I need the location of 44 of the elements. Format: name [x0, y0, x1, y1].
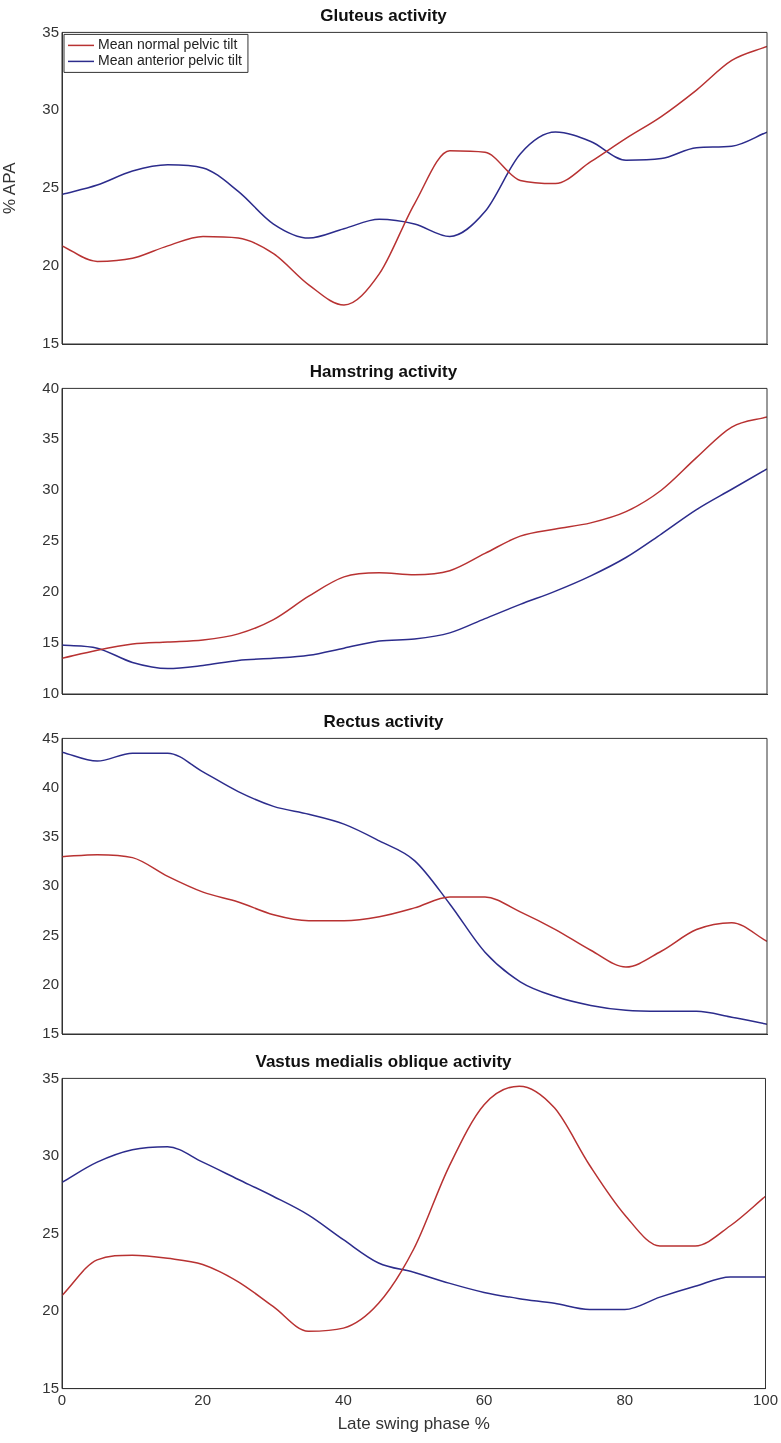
- y-tick-label: 15: [42, 1378, 59, 1396]
- legend-label: Mean anterior pelvic tilt: [98, 52, 243, 69]
- y-tick-label: 35: [42, 22, 59, 40]
- x-axis-title: Late swing phase %: [337, 1414, 490, 1434]
- y-tick-label: 30: [42, 876, 59, 894]
- y-tick-label: 30: [42, 100, 59, 118]
- y-tick-label: 35: [42, 827, 59, 845]
- chart-title: Rectus activity: [323, 711, 445, 731]
- y-tick-label: 30: [42, 480, 59, 498]
- chart-title: Gluteus activity: [320, 5, 448, 25]
- y-tick-label: 20: [42, 974, 59, 992]
- line-series: [62, 468, 767, 670]
- y-tick-label: 10: [42, 684, 59, 702]
- y-tick-label: 20: [42, 1301, 59, 1319]
- line-series: [62, 416, 767, 660]
- y-tick-label: 15: [42, 334, 59, 352]
- x-tick-label: 20: [194, 1390, 212, 1408]
- y-tick-label: 15: [42, 1024, 59, 1042]
- line-series: [62, 1145, 766, 1311]
- line-series: [62, 1085, 766, 1332]
- y-tick-label: 25: [42, 925, 59, 943]
- y-axis-title: % APA: [0, 161, 19, 215]
- x-tick-label: 80: [616, 1390, 634, 1408]
- y-tick-label: 15: [42, 633, 59, 651]
- x-tick-label: 60: [475, 1390, 493, 1408]
- y-tick-label: 35: [42, 429, 59, 447]
- y-tick-label: 35: [42, 1068, 59, 1086]
- x-tick-label: 40: [335, 1390, 352, 1408]
- y-tick-label: 20: [42, 582, 59, 600]
- y-tick-label: 20: [42, 256, 59, 274]
- y-tick-label: 40: [42, 378, 59, 396]
- y-tick-label: 40: [42, 777, 59, 795]
- y-tick-label: 25: [42, 531, 59, 549]
- chart-title: Hamstring activity: [309, 361, 458, 381]
- y-tick-label: 45: [42, 728, 59, 746]
- y-tick-label: 25: [42, 178, 59, 196]
- line-series: [62, 751, 767, 1025]
- legend-label: Mean normal pelvic tilt: [98, 36, 238, 53]
- y-tick-label: 30: [42, 1146, 59, 1164]
- line-series: [62, 131, 767, 239]
- chart-title: Vastus medialis oblique activity: [255, 1051, 513, 1071]
- y-tick-label: 25: [42, 1223, 59, 1241]
- line-series: [62, 853, 767, 968]
- x-tick-label: 100: [752, 1390, 778, 1408]
